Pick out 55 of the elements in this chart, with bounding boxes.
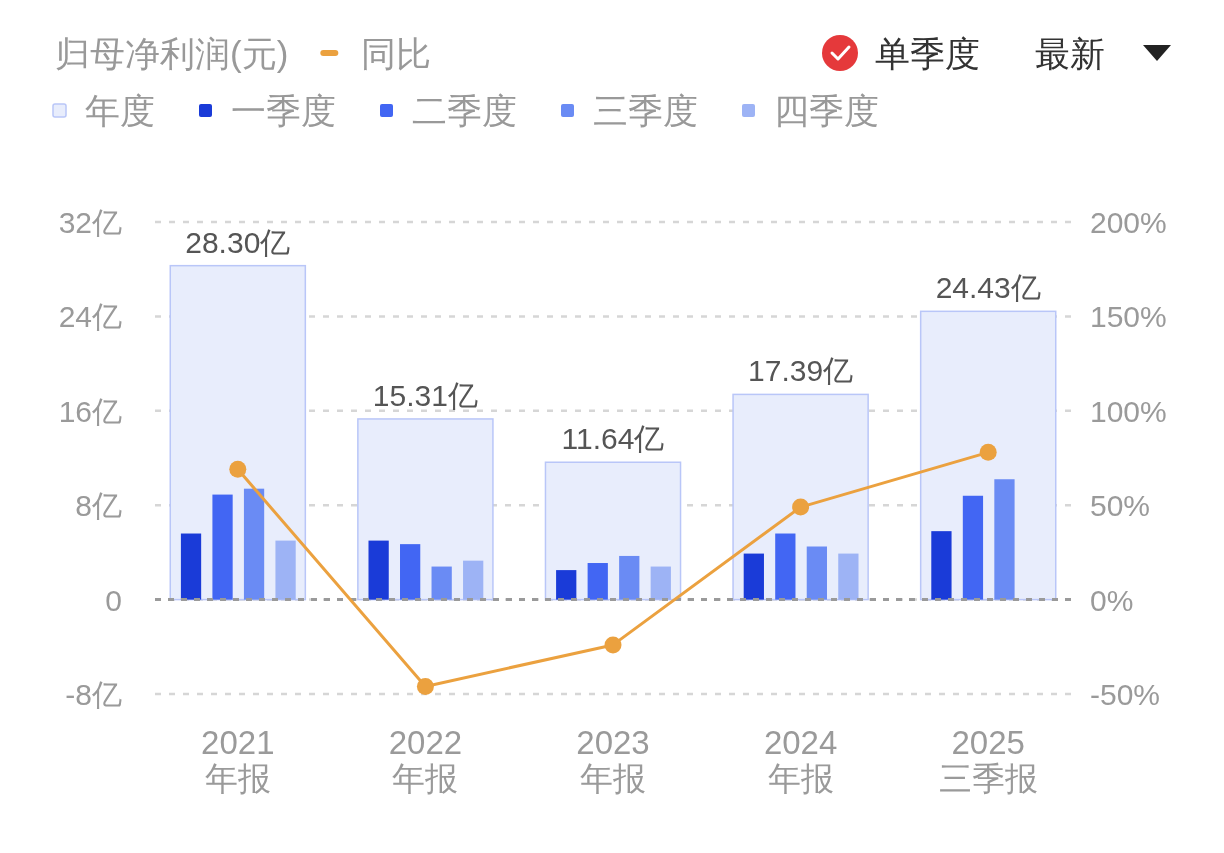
bar [275, 540, 296, 600]
bar [587, 563, 608, 600]
point [792, 498, 810, 516]
bar [743, 553, 764, 600]
bar [400, 544, 421, 600]
y-tick-label: 0 [105, 583, 122, 617]
bar [838, 553, 859, 600]
y-tick-label: 32亿 [58, 206, 122, 239]
bar [619, 555, 640, 600]
y-tick-label: 16亿 [58, 394, 122, 428]
y2-tick-label: 50% [1090, 489, 1151, 523]
point [979, 443, 997, 461]
bar [556, 570, 577, 600]
bar [962, 495, 984, 600]
y-tick-label: 24亿 [58, 300, 122, 334]
bar [994, 479, 1015, 600]
legend-label: 二季度 [412, 91, 517, 130]
text: 单季度 [875, 34, 980, 73]
data-label: 24.43亿 [935, 271, 1041, 305]
legend-label: 同比 [361, 34, 432, 73]
x-tick-label: 2023 年报 [576, 724, 650, 797]
y-tick-label: 8亿 [75, 489, 122, 523]
chart-title: 归母净利润(元) [55, 34, 289, 73]
y2-tick-label: -50% [1090, 678, 1161, 711]
y-tick-label: -8亿 [65, 678, 122, 711]
bar [180, 533, 202, 600]
bar [368, 540, 389, 600]
bar [431, 566, 452, 600]
bar [212, 494, 233, 600]
x-tick-label: 2021 年报 [201, 724, 275, 797]
data-label: 17.39亿 [748, 354, 854, 388]
legend-label: 年度 [85, 91, 155, 130]
bar [243, 488, 265, 600]
y2-tick-label: 200% [1090, 206, 1167, 239]
bar [931, 531, 952, 600]
bar [775, 533, 796, 600]
legend-label: 四季度 [774, 91, 879, 130]
y2-tick-label: 0% [1090, 583, 1134, 617]
data-label: 11.64亿 [561, 422, 665, 456]
legend-label: 一季度 [231, 91, 336, 130]
y2-tick-label: 150% [1090, 300, 1167, 334]
x-tick-label: 2022 年报 [388, 724, 463, 797]
point [604, 636, 622, 654]
y2-tick-label: 100% [1090, 394, 1167, 428]
text: 最新 [1035, 34, 1105, 73]
data-label: 28.30亿 [185, 225, 291, 259]
bar [806, 546, 827, 600]
x-tick-label: 2024 年报 [763, 724, 838, 797]
point [229, 460, 247, 478]
point [416, 677, 434, 695]
data-label: 15.31亿 [372, 378, 478, 412]
bar [650, 566, 671, 600]
x-tick-label: 2025 三季报 [938, 724, 1038, 797]
bar [463, 560, 484, 600]
legend-label: 三季度 [593, 91, 698, 130]
